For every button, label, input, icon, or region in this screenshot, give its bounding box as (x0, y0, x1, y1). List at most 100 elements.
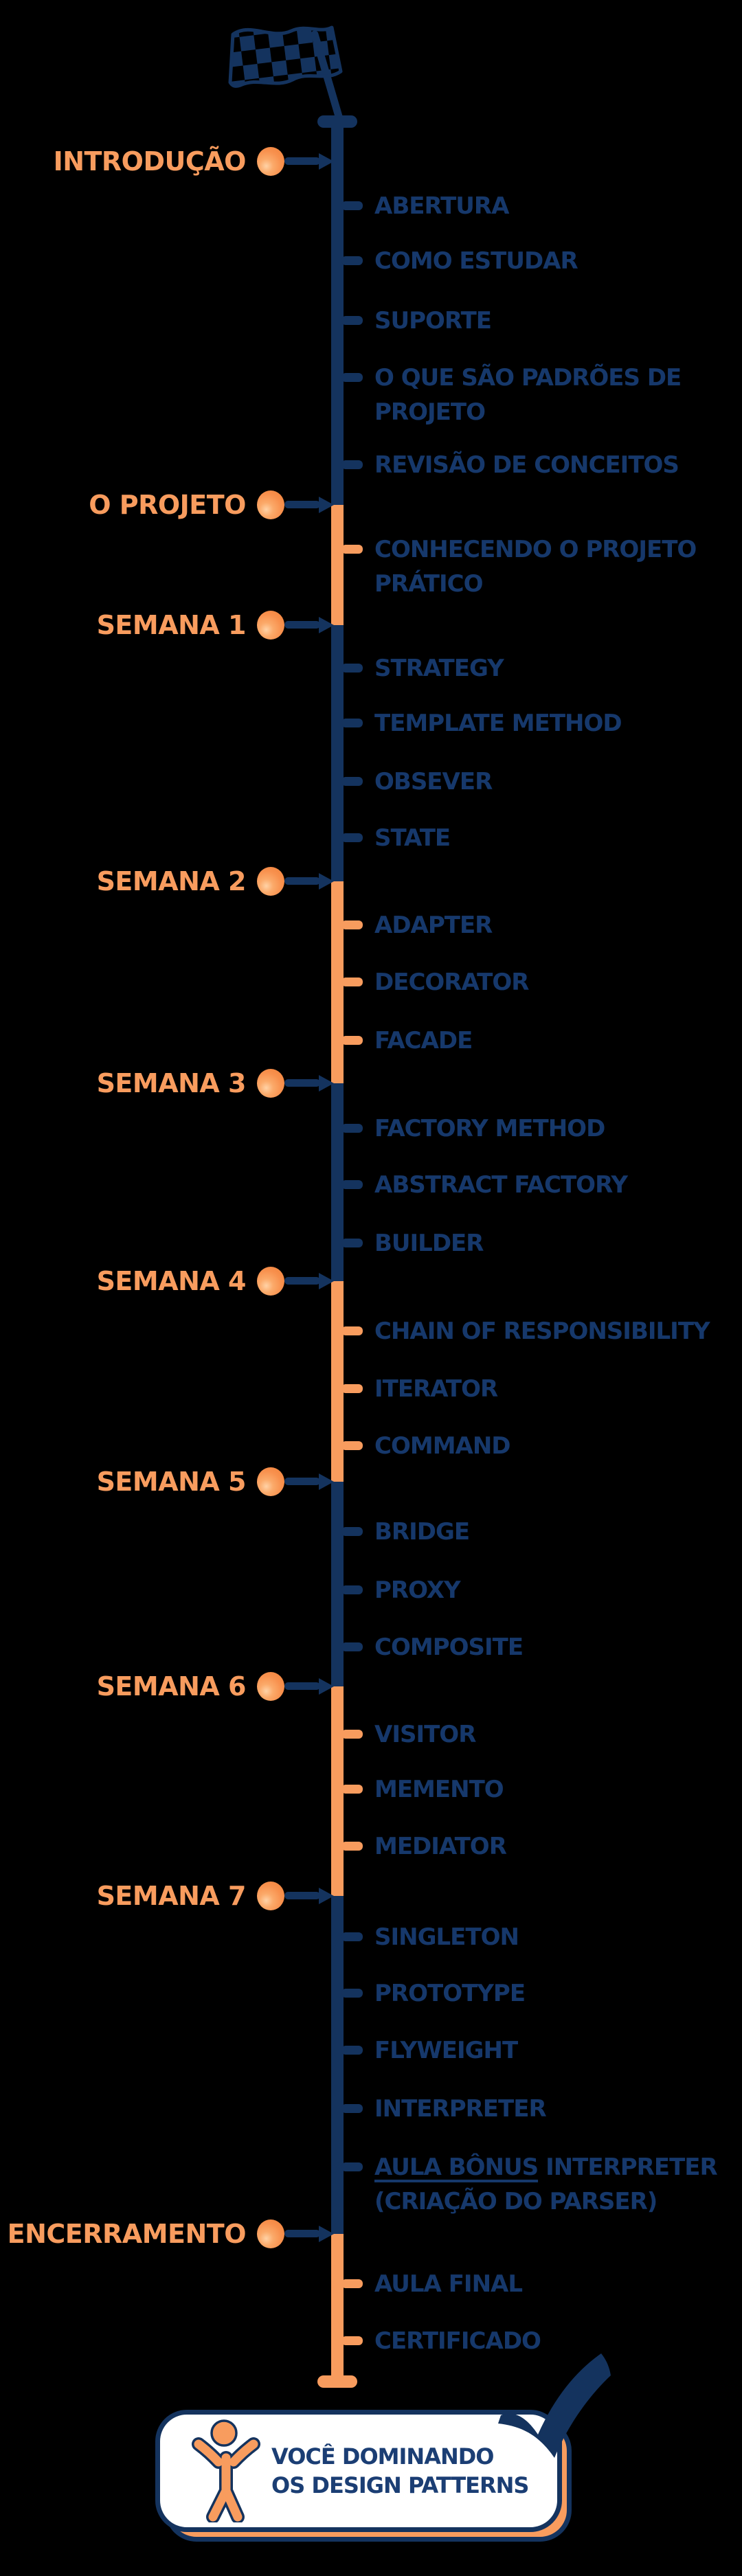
lesson-tick (341, 1441, 363, 1450)
lesson-tick (341, 1036, 363, 1045)
lesson-tick (341, 1932, 363, 1941)
lesson-label: FACTORY METHOD (374, 1115, 605, 1142)
milestone-dot (257, 611, 284, 640)
lesson-tick (341, 1527, 363, 1536)
milestone-connector-arrow (284, 1682, 320, 1690)
lesson-label: AULA FINAL (374, 2270, 523, 2298)
checkmark-icon (498, 2353, 611, 2458)
lesson-label: COMO ESTUDAR (374, 247, 578, 275)
milestone-dot (257, 1267, 284, 1296)
checkered-flag-icon (228, 25, 344, 125)
milestone-dot (257, 1069, 284, 1098)
lesson-label: FACADE (374, 1027, 473, 1054)
lesson-tick (341, 1730, 363, 1739)
lesson-tick (341, 2162, 363, 2171)
badge-text: VOCÊ DOMINANDO OS DESIGN PATTERNS (271, 2442, 529, 2500)
lesson-label: PROTOTYPE (374, 1980, 526, 2007)
lesson-tick (341, 664, 363, 673)
milestone-label-encerramento: ENCERRAMENTO (7, 2219, 247, 2249)
badge-text-line1: VOCÊ DOMINANDO (271, 2443, 495, 2470)
milestone-connector-arrow (284, 1478, 320, 1485)
lesson-label-line: AULA BÔNUS INTERPRETER (374, 2154, 718, 2181)
badge-text-line2: OS DESIGN PATTERNS (271, 2472, 529, 2498)
lesson-label: VISITOR (374, 1721, 476, 1748)
lesson-label: REVISÃO DE CONCEITOS (374, 451, 679, 479)
lesson-tick (341, 1989, 363, 1998)
lesson-label-line: CONHECENDO O PROJETO (374, 536, 697, 563)
lesson-label: MEDIATOR (374, 1833, 507, 1860)
lesson-tick (341, 1842, 363, 1851)
milestone-dot (257, 2219, 284, 2248)
lesson-label: MEMENTO (374, 1776, 504, 1803)
lesson-tick (341, 316, 363, 325)
lesson-label: COMPOSITE (374, 1634, 524, 1661)
lesson-label: OBSEVER (374, 768, 493, 795)
lesson-label: CONHECENDO O PROJETO PRÁTICO (374, 532, 697, 601)
lesson-tick (341, 1585, 363, 1594)
milestone-connector-arrow (284, 501, 320, 508)
spine-segment (331, 1896, 344, 2234)
milestone-connector-arrow (284, 157, 320, 165)
lesson-tick (341, 777, 363, 786)
lesson-tick (341, 2046, 363, 2055)
spine-segment (331, 2234, 344, 2378)
lesson-tick (341, 1785, 363, 1794)
lesson-label: TEMPLATE METHOD (374, 710, 622, 737)
spine-segment (331, 1482, 344, 1686)
milestone-dot (257, 1882, 284, 1910)
lesson-label-aula-bonus: AULA BÔNUS INTERPRETER (CRIAÇÃO DO PARSER… (374, 2150, 718, 2219)
milestone-dot (257, 147, 284, 176)
lesson-tick (341, 373, 363, 382)
lesson-label: CHAIN OF RESPONSIBILITY (374, 1318, 710, 1345)
spine-segment (331, 1083, 344, 1281)
lesson-label: PROXY (374, 1577, 461, 1604)
lesson-tick (341, 1180, 363, 1189)
lesson-tick (341, 1239, 363, 1247)
lesson-label: BRIDGE (374, 1518, 470, 1546)
lesson-tick (341, 201, 363, 210)
milestone-connector-arrow (284, 1079, 320, 1087)
spine-segment (331, 881, 344, 1083)
lesson-label: CERTIFICADO (374, 2327, 541, 2355)
flag-cloth (228, 25, 343, 88)
milestone-label-o-projeto: O PROJETO (89, 490, 246, 520)
lesson-tick (341, 978, 363, 986)
milestone-connector-arrow (284, 2230, 320, 2237)
lesson-label: ADAPTER (374, 912, 493, 939)
spine-segment (331, 122, 344, 505)
milestone-label-semana-5: SEMANA 5 (96, 1467, 247, 1497)
lesson-label: O QUE SÃO PADRÕES DE PROJETO (374, 361, 682, 429)
spine-bottom-cap (317, 2375, 357, 2388)
lesson-tick (341, 460, 363, 469)
milestone-dot (257, 1467, 284, 1496)
spine-top-cap (317, 115, 357, 128)
lesson-tick (341, 545, 363, 554)
lesson-label-line: O QUE SÃO PADRÕES DE (374, 364, 682, 392)
milestone-connector-arrow (284, 621, 320, 629)
lesson-label: SINGLETON (374, 1923, 519, 1951)
milestone-label-introducao: INTRODUÇÃO (53, 146, 247, 177)
milestone-dot (257, 1672, 284, 1701)
milestone-connector-arrow (284, 1892, 320, 1899)
lesson-tick (341, 256, 363, 265)
milestone-connector-arrow (284, 877, 320, 885)
spine-segment (331, 625, 344, 881)
milestone-label-semana-2: SEMANA 2 (96, 866, 247, 896)
lesson-tick (341, 920, 363, 929)
milestone-label-semana-3: SEMANA 3 (96, 1068, 247, 1098)
milestone-label-semana-7: SEMANA 7 (96, 1881, 247, 1911)
milestone-dot (257, 867, 284, 896)
milestone-label-semana-6: SEMANA 6 (96, 1671, 247, 1702)
lesson-tick (341, 2279, 363, 2288)
lesson-label: COMMAND (374, 1432, 511, 1460)
spine-segment (331, 1281, 344, 1482)
lesson-tick (341, 719, 363, 727)
lesson-tick (341, 1124, 363, 1133)
lesson-label: DECORATOR (374, 969, 529, 996)
milestone-connector-arrow (284, 1277, 320, 1285)
lesson-label: BUILDER (374, 1230, 484, 1257)
lesson-label-line: PRÁTICO (374, 570, 483, 598)
lesson-label: INTERPRETER (374, 2095, 547, 2123)
lesson-tick (341, 2336, 363, 2345)
